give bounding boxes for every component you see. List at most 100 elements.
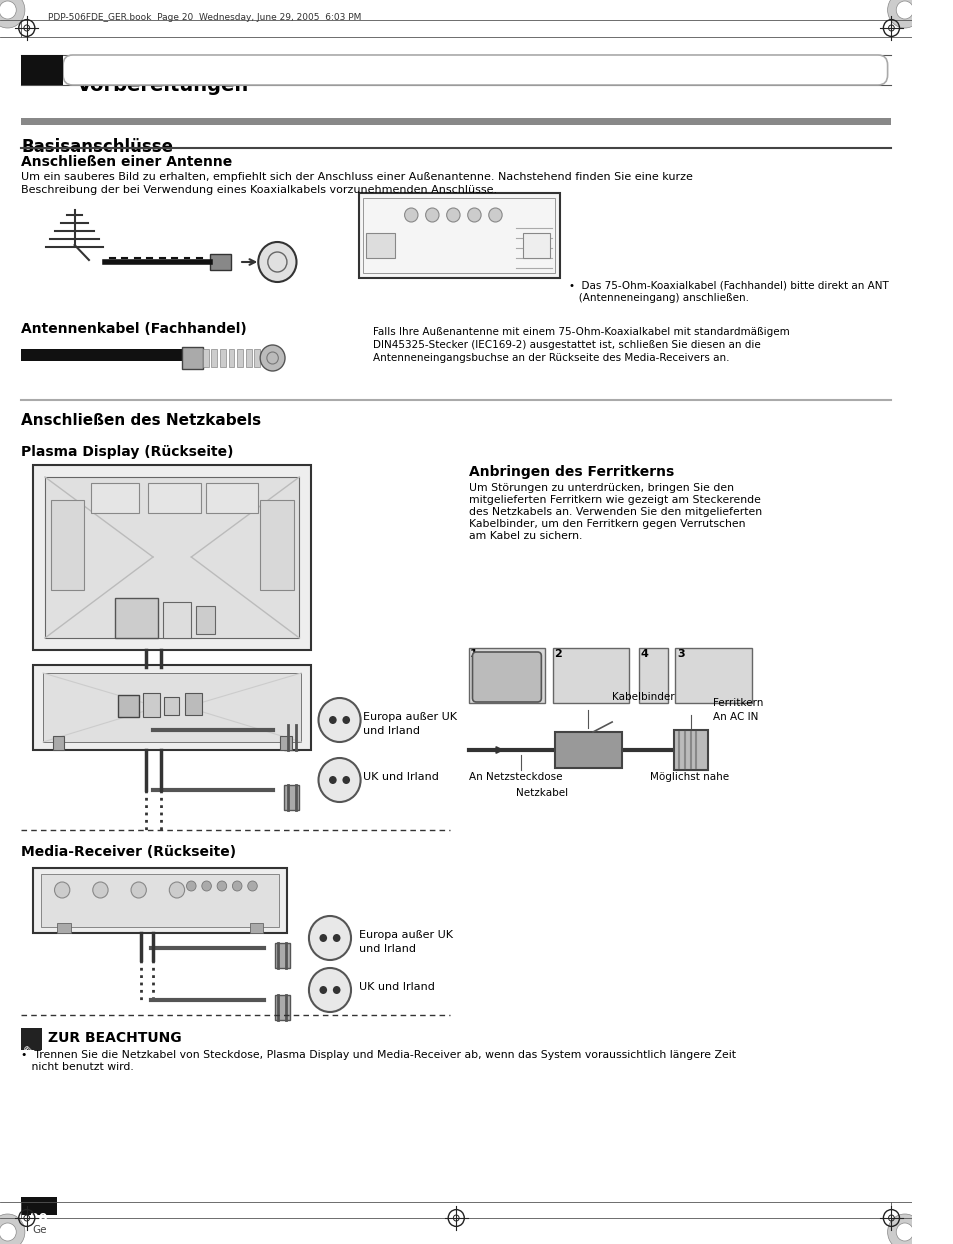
Bar [57, 923, 71, 933]
Circle shape [333, 986, 340, 994]
Text: 20: 20 [30, 1212, 48, 1225]
Circle shape [333, 934, 340, 942]
Bar [284, 725, 299, 750]
Text: Um ein sauberes Bild zu erhalten, empfiehlt sich der Anschluss einer Außenantenn: Um ein sauberes Bild zu erhalten, empfie… [21, 172, 692, 182]
Text: Um Störungen zu unterdrücken, bringen Sie den: Um Störungen zu unterdrücken, bringen Si… [468, 483, 733, 493]
Bar [274, 943, 290, 968]
Bar [142, 693, 159, 717]
Circle shape [309, 916, 351, 960]
Text: Anschließen einer Antenne: Anschließen einer Antenne [21, 156, 232, 169]
Bar [196, 606, 215, 634]
Bar [21, 1197, 57, 1215]
Bar [237, 350, 243, 367]
Circle shape [342, 776, 350, 784]
Bar [675, 648, 751, 703]
Text: •  Das 75-Ohm-Koaxialkabel (Fachhandel) bitte direkt an ANT: • Das 75-Ohm-Koaxialkabel (Fachhandel) b… [569, 280, 888, 290]
Circle shape [886, 0, 921, 29]
Circle shape [0, 1223, 16, 1242]
FancyBboxPatch shape [472, 652, 540, 702]
Circle shape [342, 717, 350, 724]
Bar [114, 598, 157, 638]
Bar [33, 666, 311, 750]
Circle shape [260, 345, 285, 371]
Bar [21, 118, 890, 124]
Bar [246, 350, 252, 367]
Circle shape [0, 0, 25, 29]
Bar [284, 785, 299, 810]
Bar [33, 868, 287, 933]
Text: und Irland: und Irland [358, 944, 416, 954]
Text: UK und Irland: UK und Irland [358, 982, 435, 991]
Circle shape [895, 1223, 912, 1242]
Bar [522, 233, 549, 258]
Circle shape [131, 882, 146, 898]
Circle shape [329, 776, 336, 784]
Circle shape [319, 986, 327, 994]
Circle shape [233, 881, 242, 891]
Text: An Netzsteckdose: An Netzsteckdose [468, 773, 561, 782]
Circle shape [169, 882, 185, 898]
Text: Beschreibung der bei Verwendung eines Koaxialkabels vorzunehmenden Anschlüsse.: Beschreibung der bei Verwendung eines Ko… [21, 185, 497, 195]
Text: DIN45325-Stecker (IEC169-2) ausgestattet ist, schließen Sie diesen an die: DIN45325-Stecker (IEC169-2) ausgestattet… [373, 340, 760, 350]
Circle shape [54, 882, 70, 898]
Bar [181, 347, 203, 369]
Bar [203, 350, 209, 367]
Bar [51, 500, 84, 590]
Circle shape [425, 208, 438, 221]
Bar [229, 350, 234, 367]
Text: Kabelbinder: Kabelbinder [612, 692, 674, 702]
Bar [552, 648, 629, 703]
Circle shape [467, 208, 480, 221]
Bar [45, 476, 299, 638]
Circle shape [0, 1214, 25, 1244]
Circle shape [895, 1, 912, 19]
Bar [21, 55, 63, 85]
Text: Europa außer UK: Europa außer UK [363, 712, 457, 722]
Text: 4: 4 [640, 649, 648, 659]
Text: mitgelieferten Ferritkern wie gezeigt am Steckerende: mitgelieferten Ferritkern wie gezeigt am… [468, 495, 760, 505]
Text: •  Trennen Sie die Netzkabel von Steckdose, Plasma Display und Media-Receiver ab: • Trennen Sie die Netzkabel von Steckdos… [21, 1050, 736, 1060]
Bar [280, 736, 292, 750]
Bar [21, 1028, 42, 1050]
Text: T: T [274, 269, 279, 279]
Text: (Antenneneingang) anschließen.: (Antenneneingang) anschließen. [569, 294, 748, 304]
Circle shape [446, 208, 459, 221]
Bar [148, 483, 201, 513]
Circle shape [248, 881, 257, 891]
Circle shape [488, 208, 501, 221]
Text: Antenneneingangsbuchse an der Rückseite des Media-Receivers an.: Antenneneingangsbuchse an der Rückseite … [373, 353, 729, 363]
Text: Möglichst nahe: Möglichst nahe [650, 773, 729, 782]
Text: Europa außer UK: Europa außer UK [358, 931, 453, 940]
Circle shape [318, 758, 360, 802]
Bar [52, 736, 64, 750]
Text: 05: 05 [30, 76, 54, 95]
Circle shape [319, 934, 327, 942]
Bar [211, 254, 232, 270]
Bar [274, 995, 290, 1020]
Text: UK und Irland: UK und Irland [363, 773, 439, 782]
Bar [212, 350, 217, 367]
Text: und Irland: und Irland [363, 726, 420, 736]
Text: Ge: Ge [32, 1225, 47, 1235]
Bar [260, 500, 294, 590]
Text: des Netzkabels an. Verwenden Sie den mitgelieferten: des Netzkabels an. Verwenden Sie den mit… [468, 508, 761, 518]
Bar [468, 648, 544, 703]
Bar [33, 465, 311, 651]
Circle shape [318, 698, 360, 741]
Text: 3: 3 [677, 649, 684, 659]
Bar [366, 233, 395, 258]
Text: 2: 2 [554, 649, 561, 659]
Text: Anbringen des Ferritkerns: Anbringen des Ferritkerns [468, 465, 673, 479]
Bar [21, 350, 183, 361]
Text: Antennenkabel (Fachhandel): Antennenkabel (Fachhandel) [21, 322, 247, 336]
Text: Basisanschlüsse: Basisanschlüsse [21, 138, 172, 156]
Text: 1: 1 [469, 649, 476, 659]
Text: ZUR BEACHTUNG: ZUR BEACHTUNG [48, 1031, 181, 1045]
Text: nicht benutzt wird.: nicht benutzt wird. [21, 1062, 133, 1072]
FancyBboxPatch shape [63, 55, 886, 85]
Text: Vorbereitungen: Vorbereitungen [76, 76, 249, 95]
Circle shape [329, 717, 336, 724]
Circle shape [202, 881, 212, 891]
Circle shape [258, 243, 296, 282]
Text: Media-Receiver (Rückseite): Media-Receiver (Rückseite) [21, 845, 236, 860]
